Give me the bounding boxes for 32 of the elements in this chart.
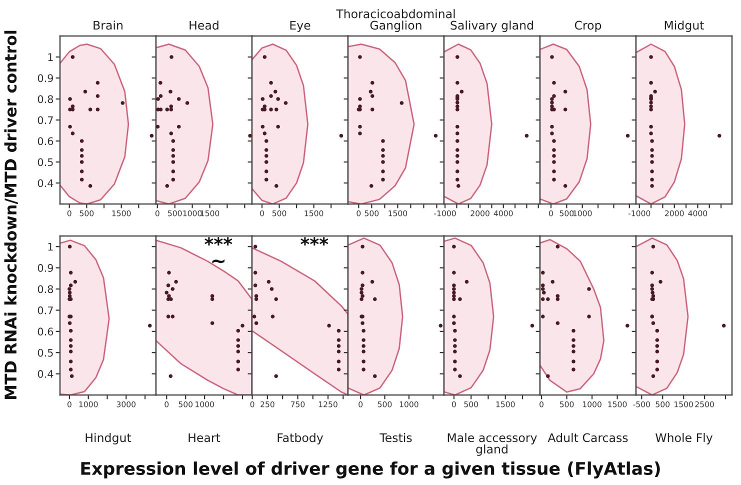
y-tick-label: 0.5 <box>38 348 53 357</box>
y-tick-label: 0.7 <box>38 306 53 314</box>
y-tick-label: 1 <box>48 242 53 251</box>
y-tick-label: 0.4 <box>38 370 54 378</box>
chart-title: Eye <box>290 20 310 32</box>
y-axis-title: MTD RNAi knockdown/MTD driver control <box>4 30 18 400</box>
y-tick-label: 0.9 <box>38 74 54 82</box>
annotation: ~ <box>212 259 224 264</box>
text: Testis <box>380 433 412 442</box>
y-tick-label: 0.5 <box>38 158 53 166</box>
y-tick-label: 0.9 <box>38 264 54 272</box>
annotation: *** <box>300 237 328 246</box>
text: Hindgut <box>86 433 132 444</box>
text: Fatbody <box>278 433 324 444</box>
text: Male accessory gland <box>448 433 537 456</box>
y-tick-label: 0.8 <box>38 95 54 104</box>
chart-title: Brain <box>94 20 122 30</box>
y-tick-label: 0.8 <box>38 285 54 294</box>
y-tick-label: 0.6 <box>38 137 54 146</box>
y-tick-label: 1 <box>48 53 53 61</box>
text: Heart <box>188 433 220 442</box>
y-tick-label: 0.4 <box>38 179 54 188</box>
chart-title: Salivary gland <box>450 20 533 32</box>
text: Whole Fly <box>656 433 713 444</box>
chart-title: Midgut <box>664 20 704 32</box>
chart-title: Crop <box>574 20 602 32</box>
x-axis-title: Expression level of driver gene for a given tissue (FlyAtlas) <box>81 462 660 478</box>
y-tick-label: 0.7 <box>38 116 53 124</box>
text: Adult Carcass <box>548 433 628 442</box>
annotation: *** <box>204 237 232 246</box>
chart-title: Head <box>190 20 218 30</box>
y-tick-label: 0.6 <box>38 328 54 336</box>
